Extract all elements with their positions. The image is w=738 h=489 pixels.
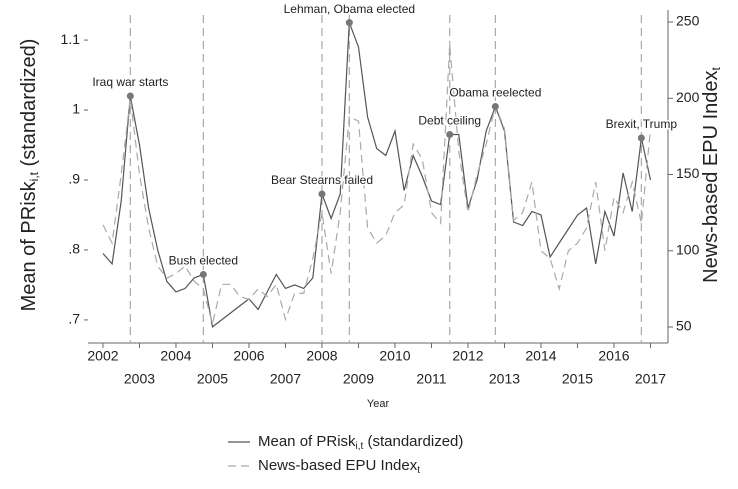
y-tick-label: .7	[68, 311, 80, 327]
y-tick-label: .9	[68, 171, 80, 187]
legend-name: News-based EPU Index	[258, 457, 418, 474]
x-tick-label: 2004	[160, 348, 191, 364]
legend-label: News-based EPU Indext	[258, 457, 420, 476]
legend-after: (standardized)	[363, 433, 463, 450]
legend-name: Mean of PRisk	[258, 433, 356, 450]
y-title-sub: i,t	[27, 171, 41, 181]
x-axis-title: Year	[367, 398, 390, 410]
y-tick-label: .8	[68, 241, 80, 257]
y-title-main: Mean of PRisk	[18, 180, 40, 311]
event-point	[318, 190, 326, 198]
x-tick-label: 2014	[525, 348, 556, 364]
event-label: Bear Stearns failed	[271, 173, 373, 187]
x-tick-label: 2006	[233, 348, 264, 364]
y-title-after: (standardized)	[18, 39, 40, 172]
y2-tick-label: 150	[676, 165, 700, 181]
x-tick-label: 2005	[197, 371, 228, 387]
x-tick-label: 2003	[124, 371, 155, 387]
y-tick-label: 1	[72, 101, 80, 117]
series-line	[102, 22, 652, 328]
x-tick-label: 2007	[270, 371, 301, 387]
event-point	[345, 19, 353, 27]
y-tick-label: 1.1	[61, 31, 81, 47]
event-point	[126, 92, 134, 100]
x-tick-label: 2011	[416, 371, 446, 387]
event-point	[199, 270, 207, 278]
event-label: Bush elected	[169, 254, 238, 268]
y2-title-main: News-based EPU Index	[700, 71, 722, 283]
x-tick-label: 2010	[379, 348, 410, 364]
y2-title-sub: t	[709, 67, 723, 71]
event-point	[446, 131, 454, 139]
x-tick-label: 2016	[598, 348, 629, 364]
event-label: Iraq war starts	[92, 75, 168, 89]
event-point	[637, 134, 645, 142]
y2-tick-label: 200	[676, 89, 700, 105]
x-tick-label: 2008	[306, 348, 337, 364]
legend-sub: t	[417, 465, 420, 476]
y2-tick-label: 250	[676, 13, 700, 29]
legend-sub: i,t	[356, 441, 364, 452]
x-tick-label: 2015	[562, 371, 593, 387]
x-tick-label: 2013	[489, 371, 520, 387]
y2-tick-label: 100	[676, 241, 700, 257]
event-label: Brexit, Trump	[606, 117, 678, 131]
event-point	[491, 103, 499, 111]
event-label: Debt ceiling	[418, 114, 481, 128]
x-tick-label: 2012	[452, 348, 483, 364]
event-label: Lehman, Obama elected	[284, 2, 415, 16]
event-label: Obama reelected	[449, 86, 541, 100]
y2-tick-label: 50	[676, 318, 692, 334]
x-tick-label: 2002	[87, 348, 118, 364]
x-tick-label: 2017	[635, 371, 666, 387]
series-line	[102, 44, 652, 325]
x-tick-label: 2009	[343, 371, 374, 387]
y2-axis-title: News-based EPU Indext	[700, 67, 723, 283]
legend-label: Mean of PRiski,t (standardized)	[258, 433, 463, 452]
y-axis-title: Mean of PRiski,t (standardized)	[18, 39, 41, 312]
